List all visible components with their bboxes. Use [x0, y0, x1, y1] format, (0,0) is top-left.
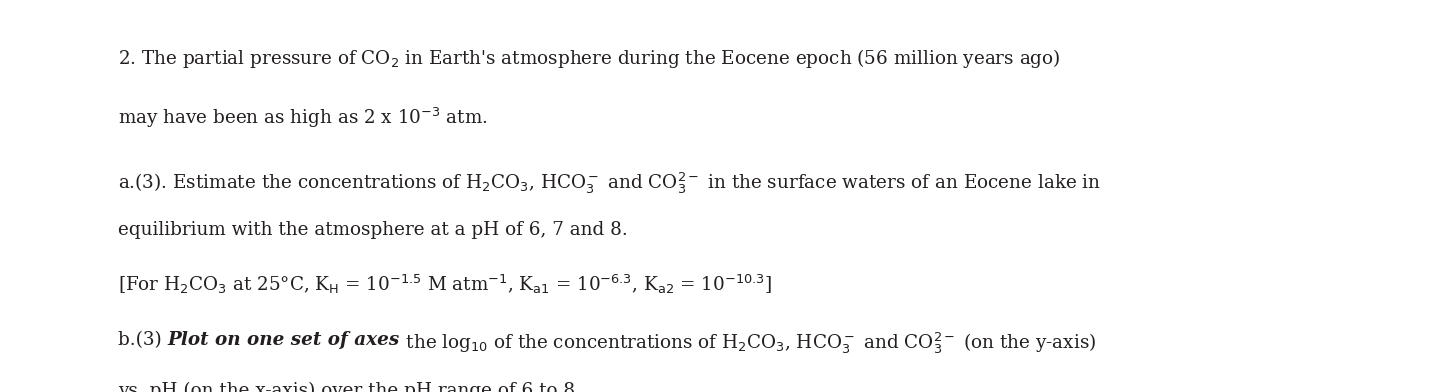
Text: the log$_{10}$ of the concentrations of H$_2$CO$_3$, HCO$_3^-$ and CO$_3^{2-}$ (: the log$_{10}$ of the concentrations of … [400, 331, 1097, 356]
Text: a.(3). Estimate the concentrations of H$_2$CO$_3$, HCO$_3^-$ and CO$_3^{2-}$ in : a.(3). Estimate the concentrations of H$… [118, 171, 1101, 196]
Text: b.(3): b.(3) [118, 331, 167, 349]
Text: may have been as high as 2 x 10$^{-3}$ atm.: may have been as high as 2 x 10$^{-3}$ a… [118, 106, 488, 130]
Text: Plot on one set of axes: Plot on one set of axes [167, 331, 400, 349]
Text: [For H$_2$CO$_3$ at 25°C, K$_\mathrm{H}$ = 10$^{-1.5}$ M atm$^{-1}$, K$_\mathrm{: [For H$_2$CO$_3$ at 25°C, K$_\mathrm{H}$… [118, 272, 771, 296]
Text: 2. The partial pressure of CO$_2$ in Earth's atmosphere during the Eocene epoch : 2. The partial pressure of CO$_2$ in Ear… [118, 47, 1061, 70]
Text: equilibrium with the atmosphere at a pH of 6, 7 and 8.: equilibrium with the atmosphere at a pH … [118, 221, 627, 240]
Text: vs. pH (on the x-axis) over the pH range of 6 to 8.: vs. pH (on the x-axis) over the pH range… [118, 382, 581, 392]
